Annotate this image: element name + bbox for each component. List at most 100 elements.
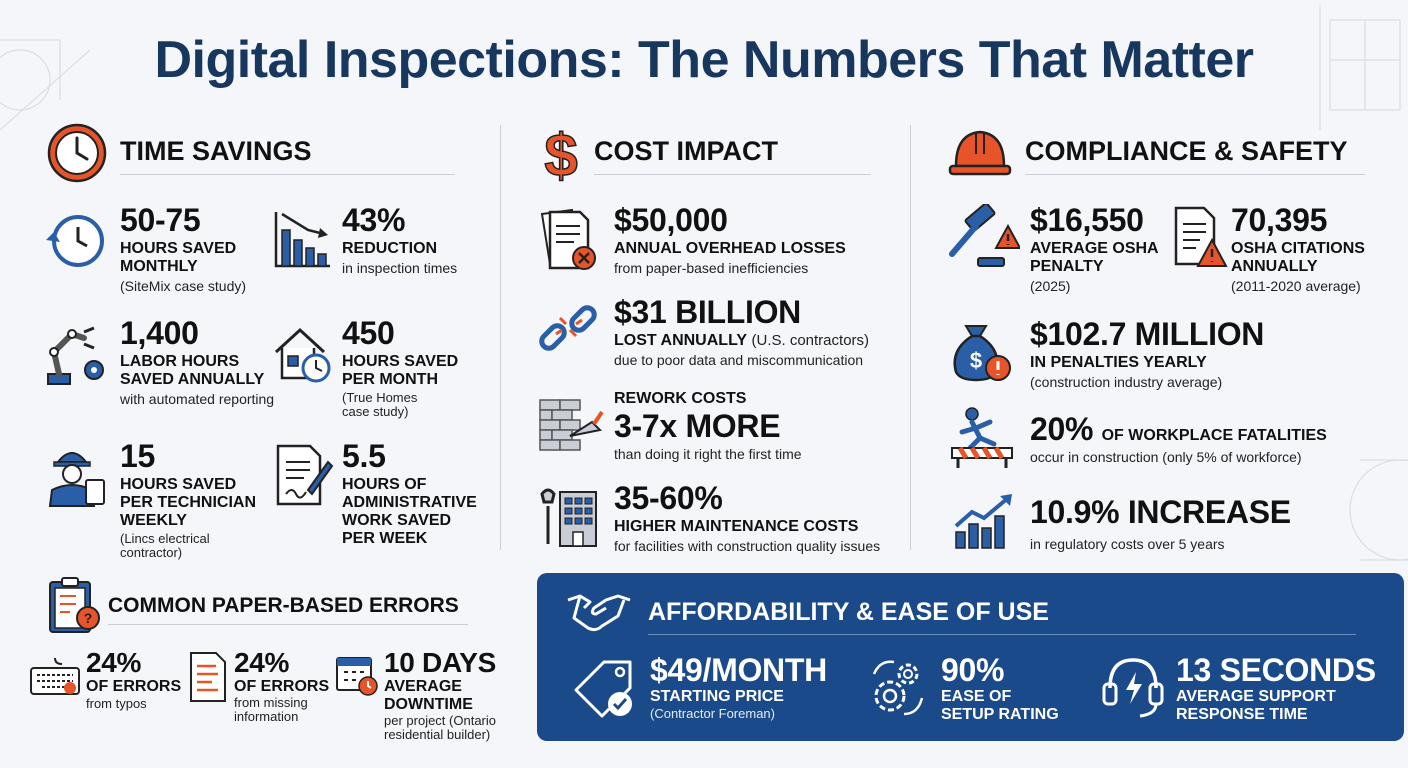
svg-text:?: ? [84, 610, 93, 626]
stat-value: $31 BILLION [614, 294, 801, 330]
stat-average-osha-penalty: $16,550 AVERAGE OSHA PENALTY (2025) [1030, 204, 1170, 294]
affordability-banner [537, 573, 1404, 741]
stat-label: EASE OF SETUP RATING [941, 688, 1059, 723]
stat-label: OSHA CITATIONS ANNUALLY [1231, 240, 1365, 275]
clock-refresh-icon [46, 215, 104, 267]
stat-label: HIGHER MAINTENANCE COSTS [614, 518, 859, 535]
stat-value: 50-75 [120, 202, 201, 238]
stat-errors-typos: 24% OF ERRORS from typos [86, 648, 186, 712]
stat-label: LOST ANNUALLY [614, 332, 748, 349]
clock-icon [47, 123, 107, 183]
price-tag-icon [574, 660, 632, 718]
calendar-clock-icon [336, 657, 378, 696]
stat-value: 24% [234, 647, 290, 678]
stat-label: HOURS SAVED PER TECHNICIAN WEEKLY [120, 476, 257, 529]
stat-ease-of-setup: 90% EASE OF SETUP RATING [941, 654, 1081, 724]
stat-billion-lost: $31 BILLION LOST ANNUALLY (U.S. contract… [614, 296, 904, 368]
stat-label: REDUCTION [342, 240, 438, 257]
stat-value: 3-7x MORE [614, 408, 781, 444]
stat-label: LABOR HOURS SAVED ANNUALLY [120, 353, 265, 388]
blueprint-decoration-right [1319, 5, 1401, 130]
stat-admin-hours-saved: 5.5 HOURS OF ADMINISTRATIVE WORK SAVED P… [342, 440, 492, 548]
stat-label: OF ERRORS [234, 678, 330, 695]
wrench-building-icon [540, 488, 597, 547]
house-clock-icon [274, 327, 331, 383]
document-pen-icon [276, 444, 334, 506]
keyboard-icon [30, 657, 80, 695]
stat-note: in inspection times [342, 260, 458, 276]
dollar-icon: $ [544, 122, 579, 186]
stat-label: HOURS SAVED MONTHLY [120, 240, 237, 275]
document-warning-icon [1174, 206, 1228, 267]
stat-penalties-yearly: $102.7 MILLION IN PENALTIES YEARLY (cons… [1030, 318, 1310, 390]
gears-icon [872, 660, 924, 716]
cost-impact-title: COST IMPACT [594, 136, 778, 166]
stat-note: (Lincs electrical contractor) [120, 531, 210, 560]
stat-support-response: 13 SECONDS AVERAGE SUPPORT RESPONSE TIME [1176, 654, 1396, 724]
stat-labor-hours-annual: 1,400 LABOR HOURS SAVED ANNUALLY with au… [120, 317, 280, 407]
stat-note: from missing information [234, 695, 308, 724]
stat-note: per project (Ontario residential builder… [384, 713, 496, 742]
stat-hours-saved-per-month: 450 HOURS SAVED PER MONTH (True Homes ca… [342, 317, 492, 419]
stat-note: from paper-based inefficiencies [614, 260, 809, 276]
hard-hat-icon [948, 130, 1012, 176]
stat-value: 20% [1030, 411, 1094, 447]
time-savings-rule [120, 174, 455, 175]
stat-value: $102.7 MILLION [1030, 316, 1265, 352]
stat-label: STARTING PRICE [650, 688, 784, 705]
blueprint-decoration-left [0, 39, 91, 131]
stat-errors-missing-info: 24% OF ERRORS from missing information [234, 648, 344, 724]
paper-errors-rule [108, 624, 468, 625]
stat-value: 450 [342, 315, 395, 351]
stat-label: ANNUAL OVERHEAD LOSSES [614, 240, 846, 257]
stat-starting-price: $49/MONTH STARTING PRICE (Contractor For… [650, 654, 850, 722]
handshake-icon [567, 594, 631, 632]
declining-chart-icon [274, 212, 330, 268]
stat-prefix: REWORK COSTS [614, 390, 747, 407]
compliance-safety-rule [1025, 174, 1365, 175]
stat-value: 15 [120, 438, 155, 474]
rising-chart-icon [954, 494, 1012, 549]
stat-value: $50,000 [614, 202, 728, 238]
stat-value: 13 SECONDS [1176, 652, 1376, 688]
compliance-safety-title: COMPLIANCE & SAFETY [1025, 136, 1348, 166]
stat-note: in regulatory costs over 5 years [1030, 536, 1225, 552]
column-divider-2 [910, 125, 911, 550]
stat-value: 10 DAYS [384, 647, 497, 678]
page-title: Digital Inspections: The Numbers That Ma… [154, 31, 1254, 89]
gavel-warning-icon [949, 204, 1020, 267]
time-savings-title: TIME SAVINGS [120, 136, 312, 166]
stat-label-note: (U.S. contractors) [751, 332, 870, 349]
stat-value: 10.9% INCREASE [1030, 494, 1291, 530]
stat-osha-citations: 70,395 OSHA CITATIONS ANNUALLY (2011-202… [1231, 204, 1381, 294]
stat-annual-overhead-losses: $50,000 ANNUAL OVERHEAD LOSSES from pape… [614, 204, 894, 276]
affordability-rule [648, 634, 1356, 635]
stat-note: than doing it right the first time [614, 446, 802, 462]
stat-workplace-fatalities: 20% OF WORKPLACE FATALITIES occur in con… [1030, 413, 1360, 465]
stat-note: for facilities with construction quality… [614, 538, 881, 554]
money-bag-icon: $ [953, 325, 1011, 382]
headset-icon [1102, 658, 1164, 718]
clipboard-question-icon: ? [49, 577, 100, 633]
stat-label: AVERAGE SUPPORT RESPONSE TIME [1176, 688, 1336, 723]
stat-hours-saved-monthly: 50-75 HOURS SAVED MONTHLY (SiteMix case … [120, 204, 270, 294]
stat-value: 1,400 [120, 315, 199, 351]
stat-inspection-time-reduction: 43% REDUCTION in inspection times [342, 204, 492, 276]
stat-label: OF ERRORS [86, 678, 182, 695]
robot-arm-icon [47, 326, 104, 385]
stat-label: HOURS SAVED PER MONTH [342, 353, 459, 388]
stat-label: AVERAGE OSHA PENALTY [1030, 240, 1159, 275]
stat-value: 43% [342, 202, 406, 238]
stat-maintenance-costs: 35-60% HIGHER MAINTENANCE COSTS for faci… [614, 482, 904, 554]
stat-rework-costs: REWORK COSTS 3-7x MORE than doing it rig… [614, 390, 894, 462]
stat-note: (Contractor Foreman) [650, 706, 775, 721]
stat-value: 70,395 [1231, 202, 1328, 238]
brick-wall-icon [539, 399, 604, 451]
paper-errors-title: COMMON PAPER-BASED ERRORS [108, 594, 459, 617]
stat-value: 24% [86, 647, 142, 678]
stat-note: occur in construction (only 5% of workfo… [1030, 449, 1302, 465]
technician-icon [48, 452, 105, 507]
form-icon [190, 652, 226, 702]
stat-regulatory-cost-increase: 10.9% INCREASE in regulatory costs over … [1030, 496, 1330, 552]
affordability-title: AFFORDABILITY & EASE OF USE [648, 598, 1049, 626]
